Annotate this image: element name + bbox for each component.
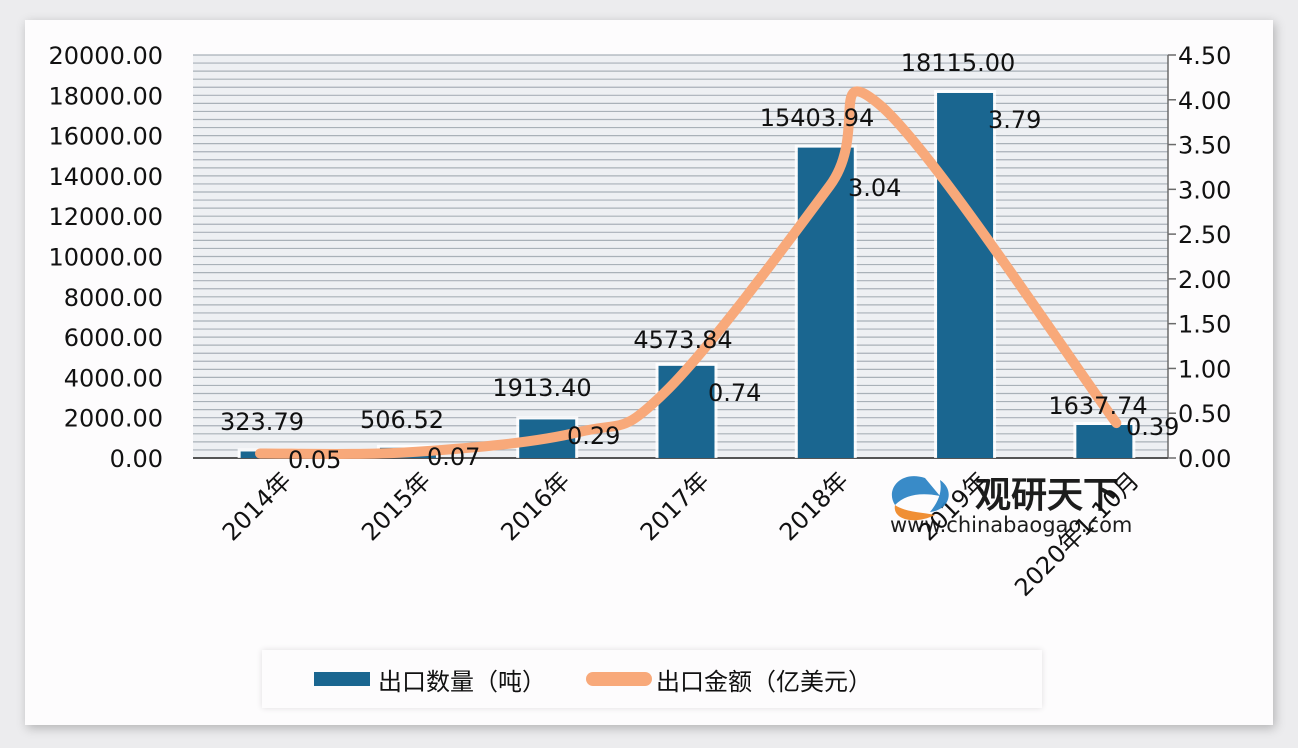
- x-axis-category-label: 2015年: [356, 466, 436, 546]
- bar-data-label: 18115.00: [901, 49, 1016, 77]
- line-data-label: 0.07: [427, 443, 480, 471]
- left-axis-tick-label: 4000.00: [64, 364, 163, 392]
- bar-data-label: 1913.40: [492, 374, 591, 402]
- right-axis-tick-label: 2.50: [1178, 221, 1231, 249]
- x-axis-category-label: 2018年: [774, 466, 854, 546]
- bar-export-quantity: [658, 365, 715, 458]
- x-axis-category-label: 2017年: [635, 466, 715, 546]
- bar-export-quantity: [1076, 424, 1133, 458]
- left-axis-tick-label: 8000.00: [64, 284, 163, 312]
- watermark-url: www.chinabaogao.com: [890, 513, 1132, 537]
- bar-data-label: 1637.74: [1048, 392, 1147, 420]
- right-axis-tick-label: 3.00: [1178, 176, 1231, 204]
- line-data-label: 0.39: [1126, 413, 1179, 441]
- legend-item-export-value: 出口金额（亿美元）: [546, 662, 872, 697]
- right-axis-tick-label: 2.00: [1178, 266, 1231, 294]
- x-axis-category-label: 2014年: [217, 466, 297, 546]
- right-axis-tick-label: 1.50: [1178, 311, 1231, 339]
- line-export-value: [255, 86, 1122, 459]
- right-axis-tick-label: 1.00: [1178, 355, 1231, 383]
- left-axis-tick-label: 14000.00: [48, 163, 163, 191]
- line-data-label: 3.79: [988, 106, 1041, 134]
- right-axis-tick-label: 4.50: [1178, 42, 1231, 70]
- left-axis-tick-label: 12000.00: [48, 203, 163, 231]
- logo-swirl-icon: [891, 476, 940, 505]
- right-axis-tick-label: 0.00: [1178, 445, 1231, 473]
- legend-label-quantity: 出口数量（吨）: [378, 667, 546, 696]
- left-axis-tick-label: 10000.00: [48, 244, 163, 272]
- line-data-label: 3.04: [848, 174, 901, 202]
- left-axis-tick-label: 20000.00: [48, 42, 163, 70]
- left-axis-tick-label: 2000.00: [64, 405, 163, 433]
- legend-item-export-quantity: 出口数量（吨）: [314, 662, 546, 697]
- left-axis-tick-label: 16000.00: [48, 123, 163, 151]
- chart-legend: 出口数量（吨） 出口金额（亿美元）: [262, 650, 1042, 708]
- left-axis-tick-label: 0.00: [110, 445, 163, 473]
- line-swatch-icon: [586, 672, 652, 686]
- bar-data-label: 15403.94: [760, 104, 875, 132]
- bar-export-quantity: [937, 92, 994, 458]
- left-axis-tick-label: 6000.00: [64, 324, 163, 352]
- line-data-label: 0.74: [708, 379, 761, 407]
- right-axis-tick-label: 4.00: [1178, 87, 1231, 115]
- line-data-label: 0.05: [288, 446, 341, 474]
- right-axis-tick-label: 3.50: [1178, 132, 1231, 160]
- bar-data-label: 4573.84: [633, 326, 732, 354]
- left-axis-tick-label: 18000.00: [48, 82, 163, 110]
- x-axis-category-label: 2016年: [495, 466, 575, 546]
- right-axis-tick-label: 0.50: [1178, 400, 1231, 428]
- bar-swatch-icon: [314, 672, 370, 686]
- watermark-brand: 观研天下: [975, 475, 1119, 516]
- line-data-label: 0.29: [567, 422, 620, 450]
- legend-label-value: 出口金额（亿美元）: [656, 667, 872, 696]
- bar-data-label: 506.52: [360, 406, 444, 434]
- bar-data-label: 323.79: [220, 408, 304, 436]
